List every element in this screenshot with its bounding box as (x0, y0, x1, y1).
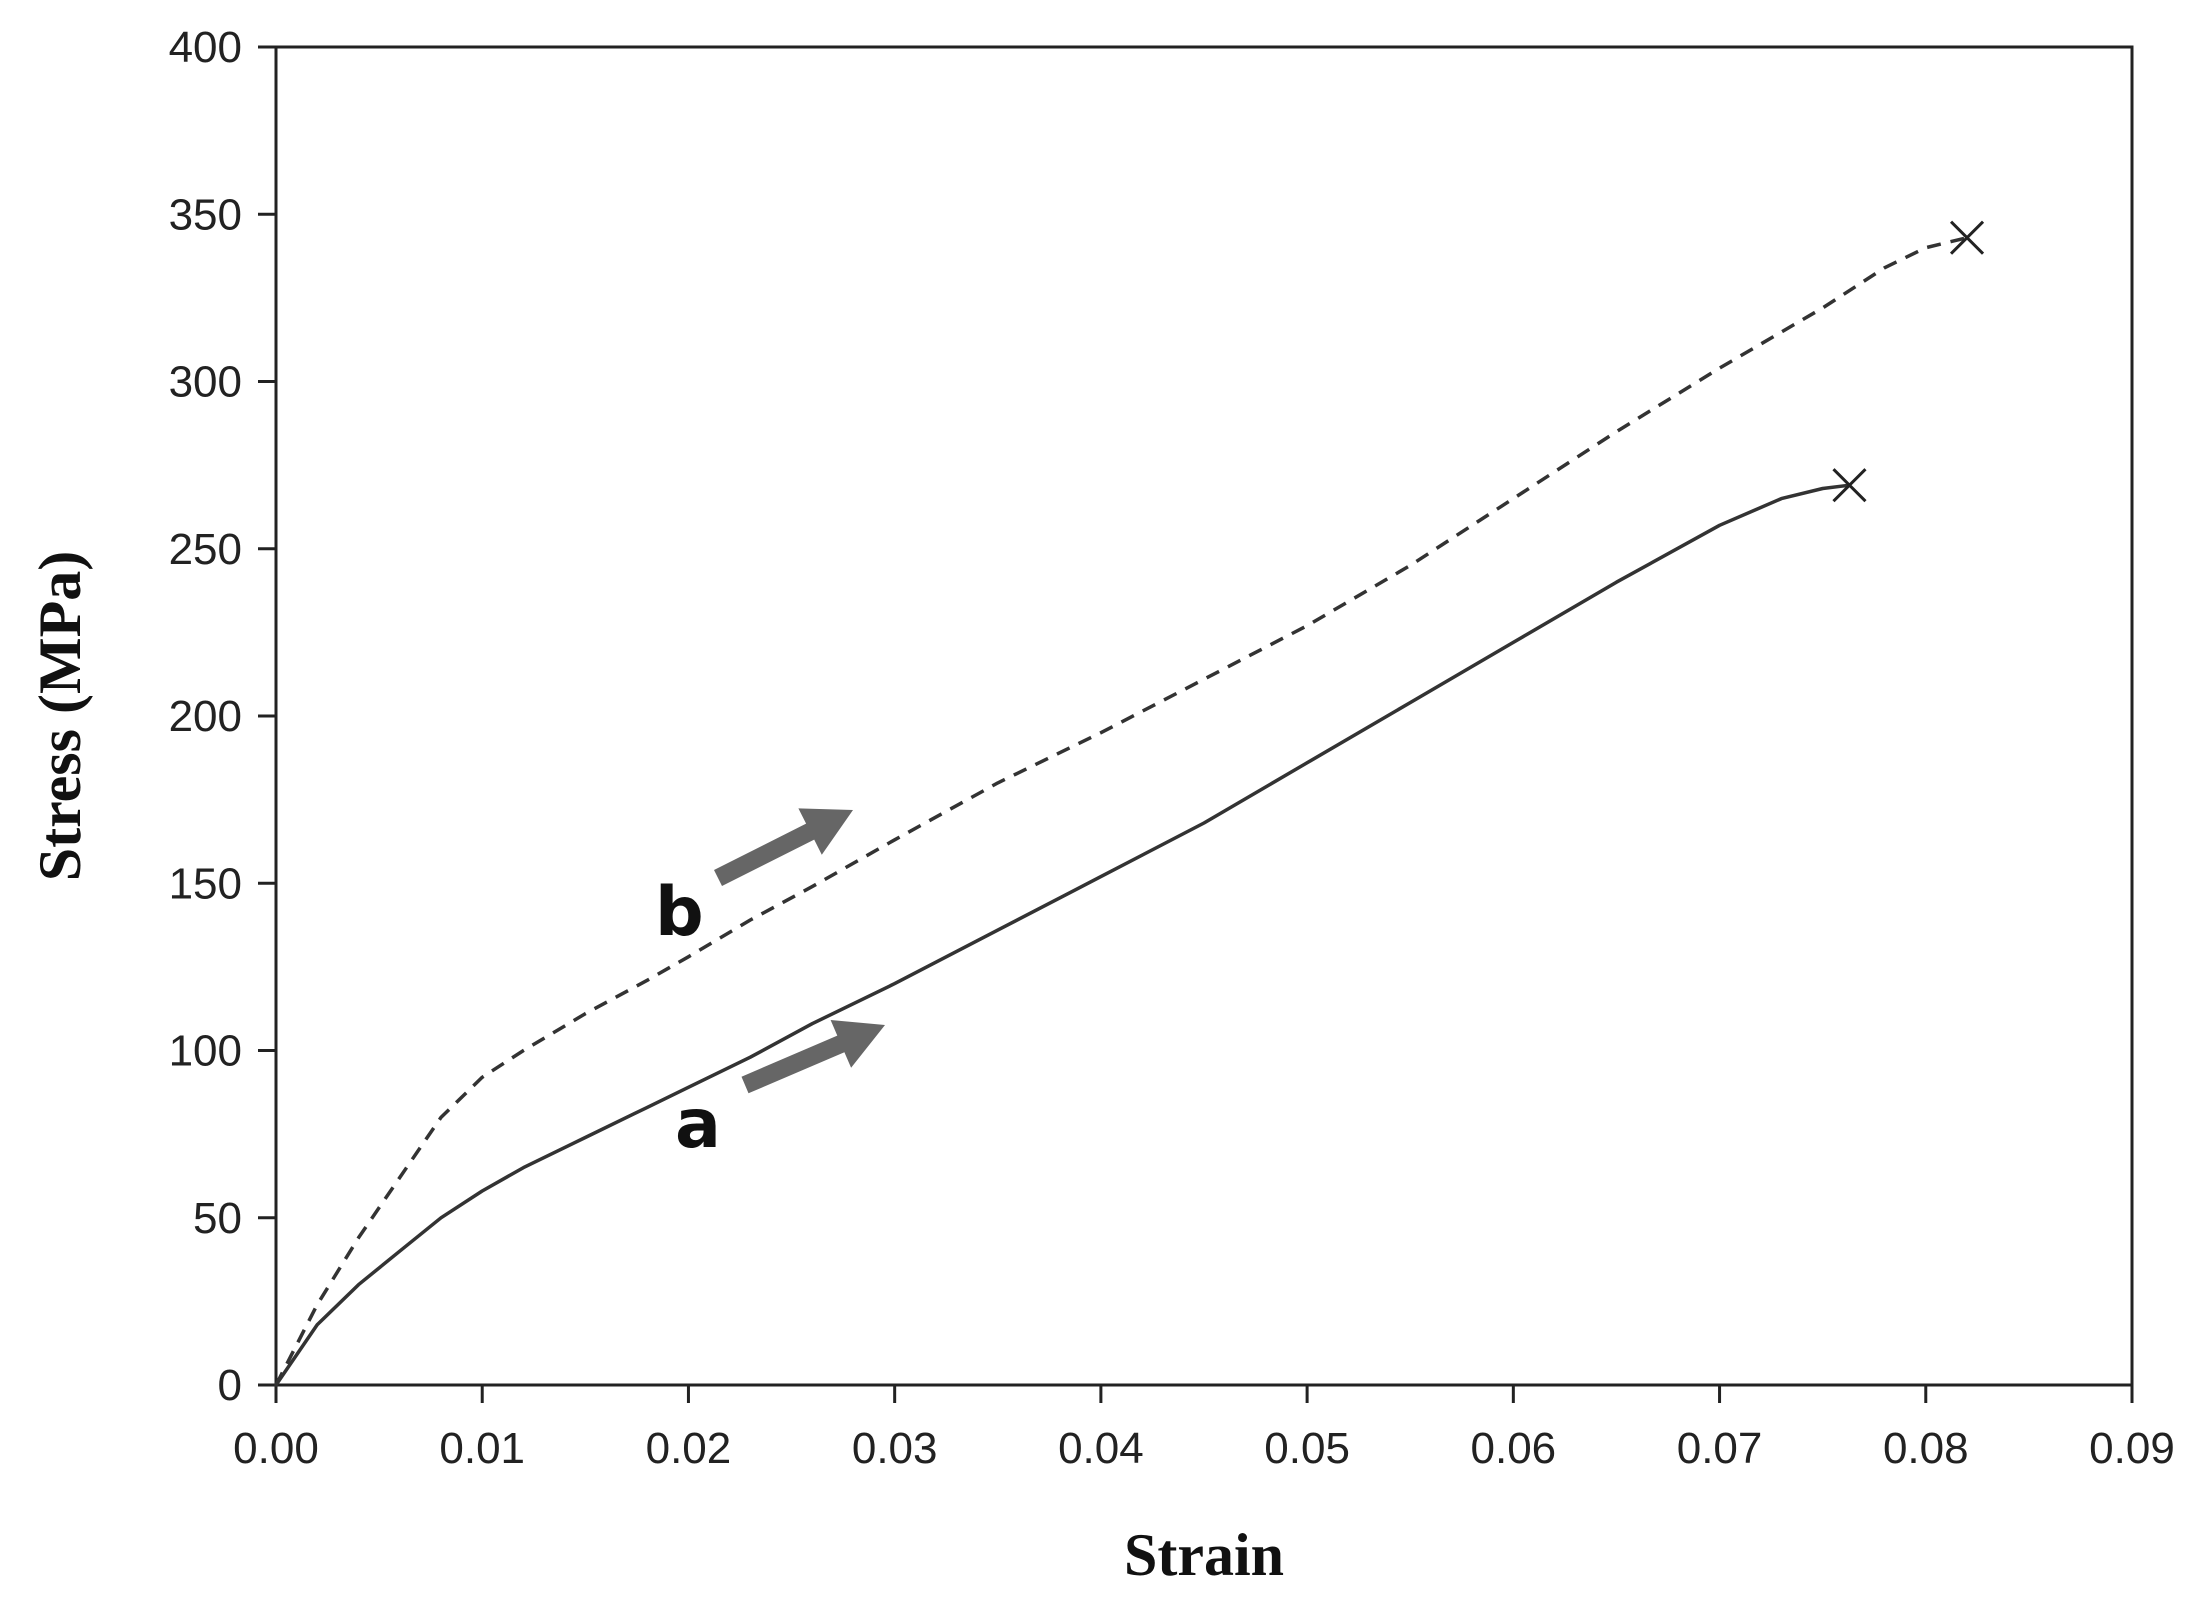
x-tick-label: 0.05 (1264, 1424, 1350, 1473)
arrow-icon-b (714, 808, 853, 886)
series-lines (274, 235, 1968, 1387)
y-tick-label: 200 (169, 692, 242, 741)
y-tick-label: 400 (169, 23, 242, 72)
series-line-b (274, 235, 1968, 1386)
y-tick-label: 50 (193, 1194, 242, 1243)
x-tick-label: 0.01 (439, 1424, 525, 1473)
series-label-b: b (655, 873, 704, 952)
x-tick-label: 0.07 (1677, 1424, 1763, 1473)
x-tick-label: 0.04 (1058, 1424, 1144, 1473)
series-line-a (274, 483, 1852, 1387)
plot-area-frame (274, 45, 2134, 1387)
series-label-a: a (675, 1085, 721, 1164)
y-tick-label: 250 (169, 525, 242, 574)
series-annotations: ab (655, 808, 885, 1164)
x-axis-title: Strain (1124, 1522, 1284, 1588)
y-tick-label: 300 (169, 358, 242, 407)
x-tick-label: 0.08 (1883, 1424, 1969, 1473)
arrow-icon-a (741, 1020, 885, 1094)
failure-marker-a (1832, 468, 1867, 503)
x-tick-label: 0.06 (1471, 1424, 1557, 1473)
y-tick-label: 150 (169, 859, 242, 908)
y-axis-title: Stress (MPa) (27, 551, 93, 881)
y-tick-label: 350 (169, 190, 242, 239)
y-tick-label: 100 (169, 1027, 242, 1076)
x-tick-label: 0.02 (646, 1424, 732, 1473)
x-tick-label: 0.03 (852, 1424, 938, 1473)
y-tick-label: 0 (218, 1361, 242, 1410)
x-tick-label: 0.00 (233, 1424, 319, 1473)
failure-marker-b (1949, 220, 1985, 255)
x-tick-label: 0.09 (2089, 1424, 2175, 1473)
failure-markers (1832, 220, 1985, 503)
x-axis-ticks: 0.00 0.01 0.02 0.03 0.04 0.05 0.06 0.07 0.08 0.09 (233, 1385, 2175, 1473)
y-axis-ticks: 0 50 100 150 200 250 300 350 400 (169, 23, 276, 1410)
